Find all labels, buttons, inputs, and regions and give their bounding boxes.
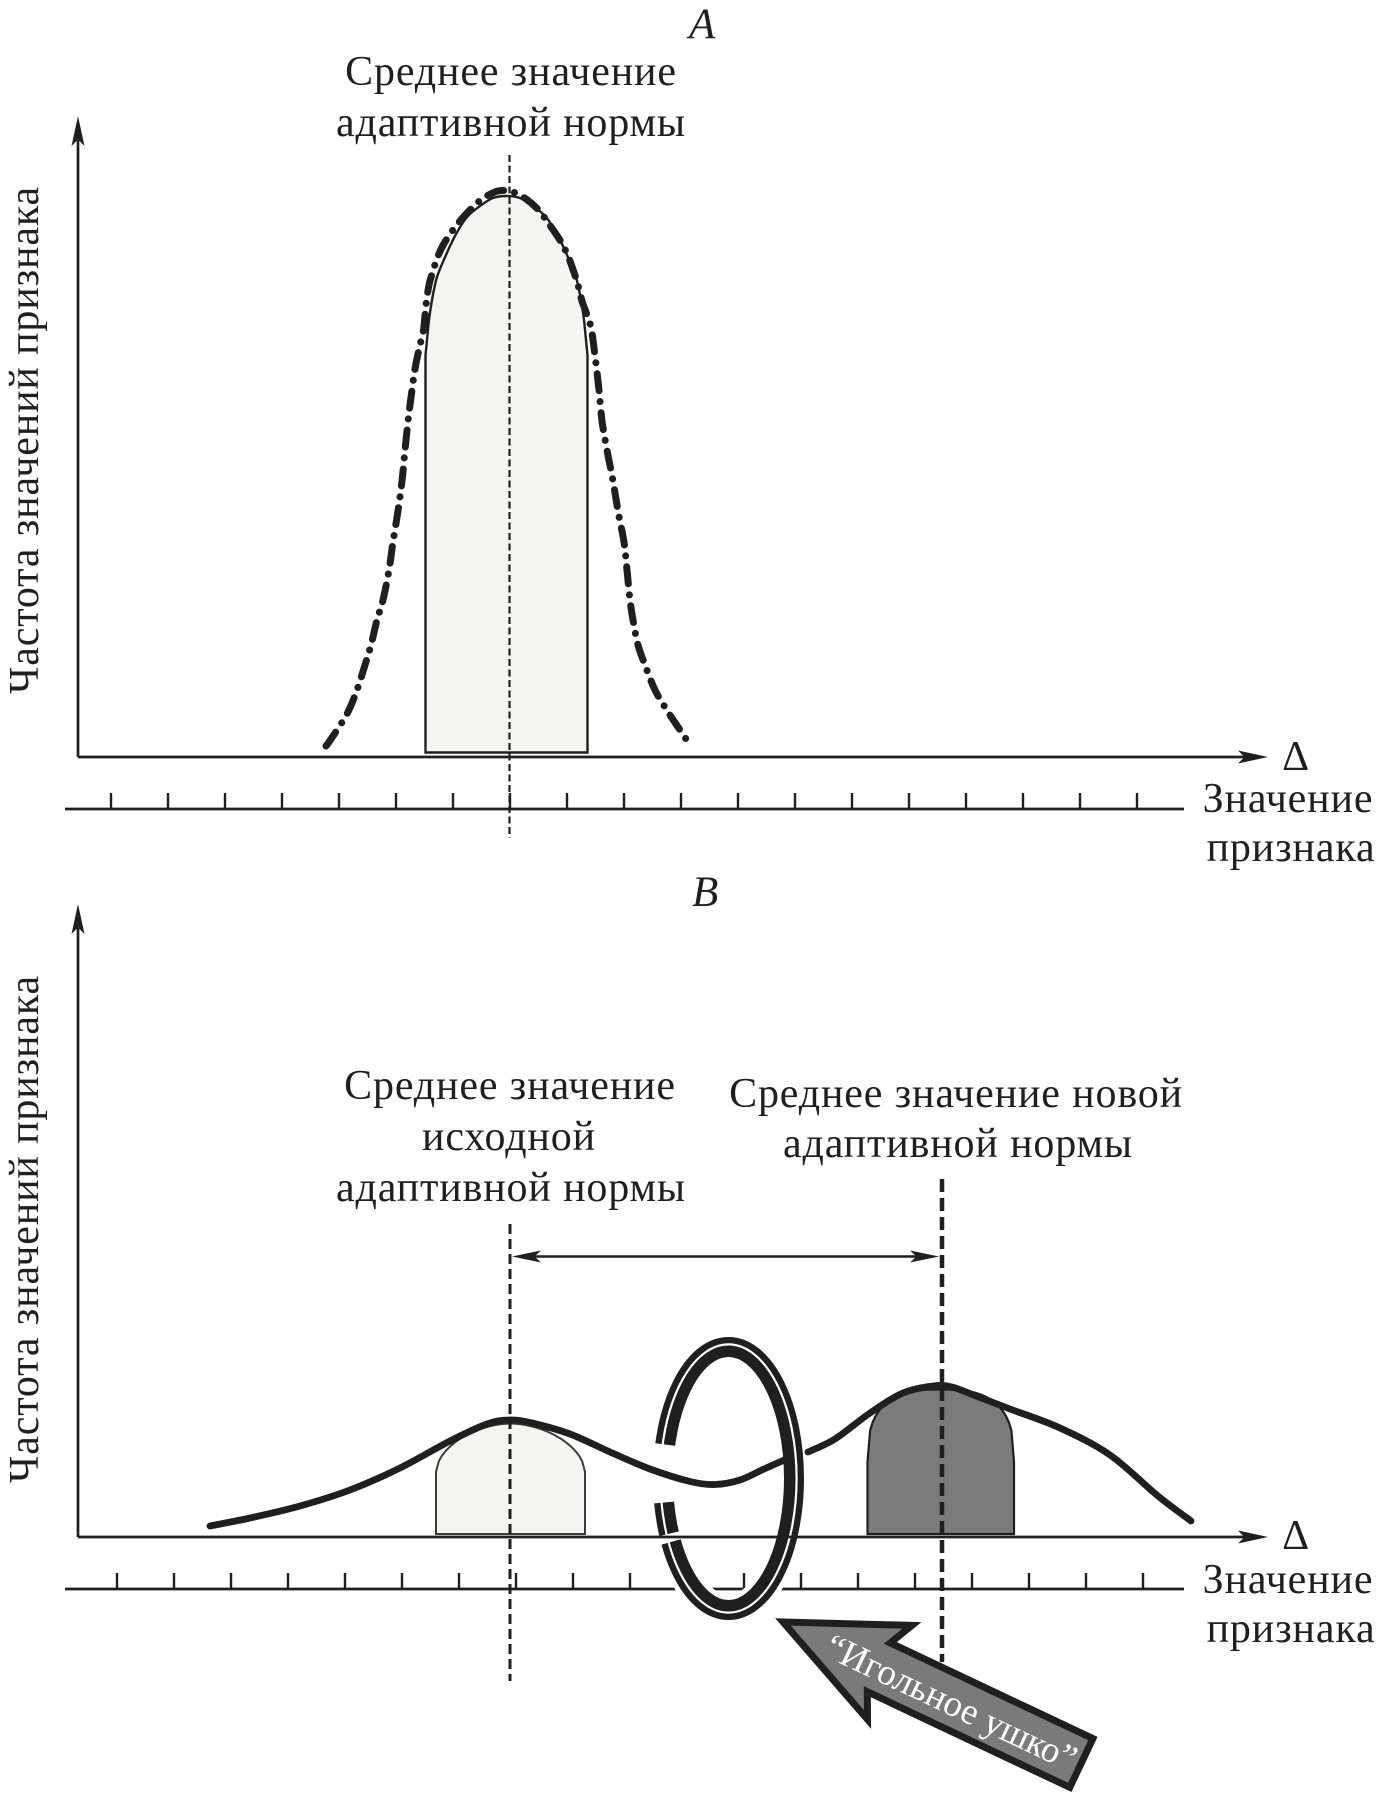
svg-text:исходной: исходной: [422, 1114, 596, 1160]
svg-text:Среднее значение новой: Среднее значение новой: [729, 1071, 1183, 1117]
svg-text:признака: признака: [1207, 825, 1376, 871]
svg-text:Частота значений признака: Частота значений признака: [2, 975, 48, 1483]
svg-text:Среднее значение: Среднее значение: [345, 49, 677, 95]
svg-text:признака: признака: [1207, 1606, 1376, 1652]
svg-text:адаптивной нормы: адаптивной нормы: [336, 1165, 686, 1211]
svg-text:Частота значений признака: Частота значений признака: [2, 186, 48, 694]
svg-text:адаптивной нормы: адаптивной нормы: [336, 100, 686, 146]
svg-text:Δ: Δ: [1282, 1513, 1310, 1559]
svg-text:A: A: [686, 1, 716, 48]
svg-text:Значение: Значение: [1203, 776, 1374, 822]
svg-text:Значение: Значение: [1203, 1557, 1374, 1603]
svg-text:Среднее значение: Среднее значение: [344, 1063, 676, 1109]
svg-text:Δ: Δ: [1282, 734, 1310, 780]
svg-text:В: В: [692, 869, 718, 916]
svg-text:адаптивной нормы: адаптивной нормы: [783, 1121, 1133, 1167]
